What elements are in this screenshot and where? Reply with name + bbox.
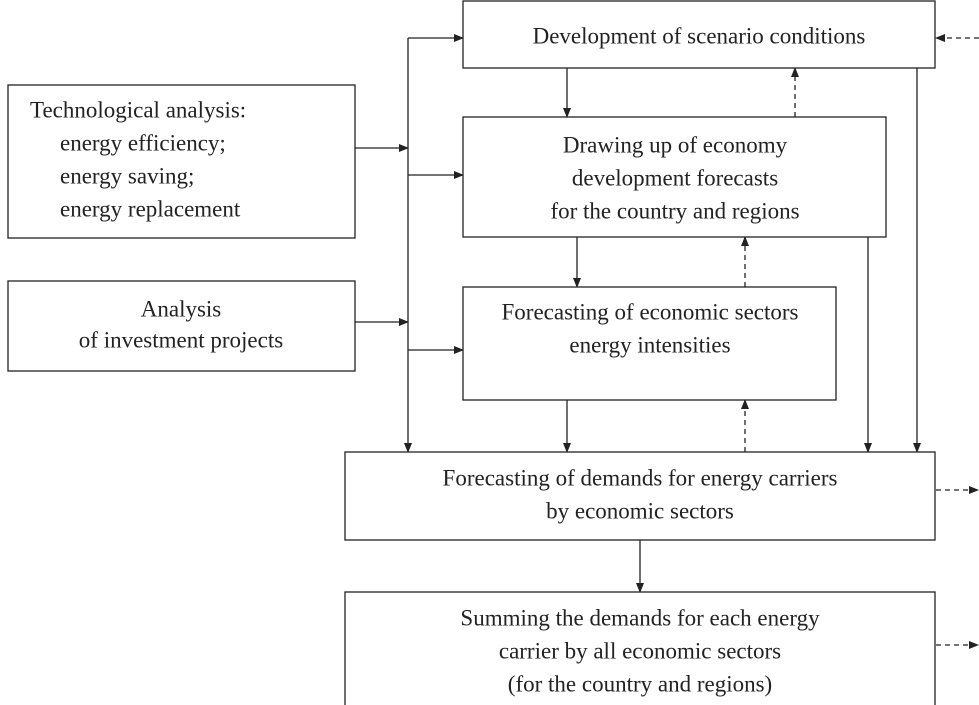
node-label: energy saving; bbox=[60, 163, 194, 188]
node-label: Forecasting of economic sectors bbox=[502, 299, 799, 324]
node-label: energy replacement bbox=[60, 196, 241, 221]
node-label: Drawing up of economy bbox=[563, 132, 788, 157]
node-box bbox=[462, 286, 837, 401]
node-box bbox=[344, 591, 936, 705]
node-box bbox=[462, 0, 936, 69]
node-label: Development of scenario conditions bbox=[533, 23, 866, 48]
node-label: energy intensities bbox=[569, 332, 730, 357]
node-label: carrier by all economic sectors bbox=[499, 638, 781, 663]
node-label: for the country and regions bbox=[550, 198, 799, 223]
node-box bbox=[462, 116, 887, 238]
node-label: Analysis bbox=[141, 296, 222, 321]
node-label: of investment projects bbox=[79, 327, 283, 352]
node-label: development forecasts bbox=[572, 165, 778, 190]
node-box bbox=[7, 84, 356, 239]
node-label: Technological analysis: bbox=[30, 97, 246, 122]
connectors bbox=[355, 34, 979, 649]
node-label: energy efficiency; bbox=[60, 130, 226, 155]
node-label: Forecasting of demands for energy carrie… bbox=[443, 465, 838, 490]
node-label: by economic sectors bbox=[546, 498, 734, 523]
node-box bbox=[344, 451, 936, 541]
node-label: Summing the demands for each energy bbox=[460, 605, 820, 630]
node-box bbox=[7, 280, 356, 372]
node-label: (for the country and regions) bbox=[508, 671, 772, 696]
